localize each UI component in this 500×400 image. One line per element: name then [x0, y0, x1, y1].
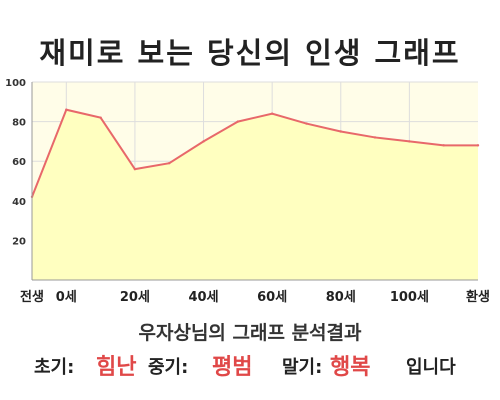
- y-tick-label: 60: [12, 157, 26, 168]
- data-point: [65, 108, 68, 111]
- x-tick-label: 80세: [326, 290, 356, 305]
- analysis-result: 초기: 힘난 중기: 평범 말기: 행복 입니다: [0, 345, 500, 385]
- data-point: [202, 140, 205, 143]
- y-tick-label: 40: [12, 197, 26, 208]
- data-point: [270, 112, 274, 115]
- data-point: [99, 116, 102, 119]
- plot-area: 20 40 60 80 100 전생 0세 20세 40세 60세 80세 100세 환생: [5, 78, 490, 305]
- ending-text: 입니다: [406, 357, 456, 378]
- early-value: 힘난: [96, 355, 137, 380]
- mid-label: 중기:: [148, 357, 189, 378]
- data-point: [168, 161, 171, 165]
- x-tick-label: 전생: [20, 289, 44, 305]
- life-graph-chart: 20 40 60 80 100 전생 0세 20세 40세 60세 80세 100세 환생: [5, 78, 490, 305]
- x-tick-label: 환생: [466, 289, 490, 305]
- early-label: 초기:: [34, 357, 75, 378]
- mid-value: 평범: [212, 355, 253, 380]
- data-point: [373, 136, 377, 139]
- data-point: [442, 144, 445, 147]
- series-line: [31, 108, 478, 198]
- analysis-subtitle: 우자상님의 그래프 분석결과: [138, 322, 362, 344]
- data-point: [408, 140, 411, 143]
- y-tick-label: 80: [12, 118, 26, 129]
- x-tick-label: 40세: [189, 290, 219, 305]
- data-point: [305, 122, 308, 125]
- data-point: [339, 130, 342, 133]
- x-tick-label: 60세: [257, 290, 287, 305]
- y-tick-label: 100: [5, 78, 26, 89]
- data-point: [236, 120, 240, 123]
- y-tick-label: 20: [12, 236, 26, 247]
- x-tick-label: 0세: [56, 290, 77, 305]
- x-tick-label: 100세: [390, 290, 429, 305]
- area-fill: [32, 109, 478, 280]
- data-point: [133, 167, 137, 171]
- data-point: [476, 144, 480, 147]
- late-value: 행복: [330, 355, 371, 380]
- x-tick-label: 20세: [120, 290, 150, 305]
- page-title: 재미로 보는 당신의 인생 그래프: [39, 36, 461, 70]
- late-label: 말기:: [282, 357, 323, 378]
